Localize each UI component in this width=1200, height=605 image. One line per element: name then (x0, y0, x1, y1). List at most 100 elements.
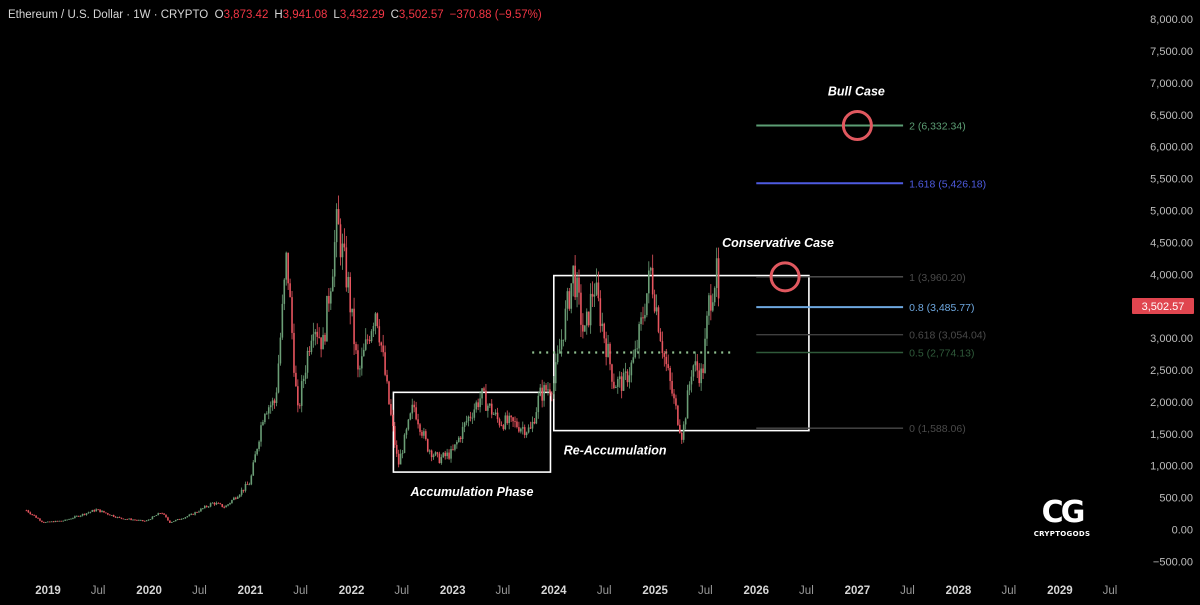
candle-body (134, 519, 136, 521)
candle-body (178, 519, 181, 520)
candle-body (498, 419, 501, 426)
candle-body (353, 308, 355, 345)
x-tick-label: 2026 (743, 585, 769, 597)
annotation-label: Bull Case (828, 85, 885, 99)
candle-body (198, 511, 200, 513)
candle-body (434, 452, 437, 456)
candle-body (229, 502, 231, 505)
candle-body (320, 337, 322, 350)
candle-body (512, 417, 514, 422)
candle-body (277, 363, 280, 393)
candle-body (231, 500, 233, 503)
candle-body (425, 431, 427, 440)
chart-header: Ethereum / U.S. Dollar · 1W · CRYPTO O3,… (8, 9, 548, 21)
candle-body (79, 515, 82, 517)
candle-body (118, 517, 121, 518)
candle-body (432, 455, 435, 458)
candle-body (29, 512, 32, 515)
candle-body (591, 293, 594, 297)
candle-body (636, 348, 638, 350)
candle-body (330, 291, 332, 304)
candle-body (578, 277, 580, 293)
x-tick-label: 2024 (541, 585, 567, 597)
candle-body (487, 405, 489, 411)
candle-body (454, 444, 456, 450)
y-tick-label: 5,500.00 (1150, 174, 1193, 186)
y-tick-label: 500.00 (1159, 493, 1193, 505)
candle-body (622, 372, 625, 391)
high-label: H (274, 9, 283, 21)
x-tick-label: Jul (597, 585, 612, 597)
candle-body (147, 519, 150, 521)
candle-body (574, 265, 576, 298)
candle-body (246, 483, 249, 485)
candle-body (43, 521, 45, 523)
candle-body (667, 364, 669, 368)
candle-body (421, 431, 423, 436)
candle-body (182, 518, 185, 520)
candle-body (326, 295, 328, 342)
candle-body (436, 452, 439, 454)
fib-label: 1.618 (5,426.18) (909, 178, 986, 190)
candle-body (473, 409, 476, 418)
candle-body (349, 276, 352, 313)
x-tick-label: Jul (1002, 585, 1017, 597)
candle-body (213, 502, 216, 505)
candle-body (366, 339, 369, 341)
y-tick-label: 1,000.00 (1150, 461, 1193, 473)
candle-body (556, 353, 559, 363)
candle-body (219, 503, 222, 505)
candle-body (132, 519, 134, 521)
candle-body (384, 352, 386, 375)
candle-body (599, 298, 602, 327)
candle-body (244, 483, 247, 491)
candle-body (682, 424, 685, 440)
candle-body (252, 462, 255, 476)
candle-body (370, 331, 373, 342)
candle-body (283, 279, 286, 304)
candle-body (85, 513, 88, 515)
y-tick-label: 4,000.00 (1150, 269, 1193, 281)
candle-body (357, 350, 359, 370)
close-value: 3,502.57 (398, 9, 444, 21)
candle-body (547, 389, 549, 391)
candle-body (520, 428, 522, 432)
x-tick-label: Jul (900, 585, 915, 597)
candle-body (634, 349, 637, 358)
candle-body (95, 509, 97, 512)
candle-body (580, 292, 582, 325)
fib-label: 0.8 (3,485.77) (909, 302, 974, 314)
fib-label: 1 (3,960.20) (909, 272, 966, 284)
candle-body (558, 349, 561, 354)
candle-body (337, 209, 340, 225)
candle-body (492, 414, 495, 415)
candle-body (417, 419, 419, 425)
candle-body (611, 364, 613, 382)
candle-body (188, 514, 191, 517)
candle-body (477, 402, 479, 408)
candle-body (107, 513, 109, 515)
candle-body (44, 522, 47, 523)
candle-body (225, 505, 227, 508)
candle-body (630, 362, 633, 376)
candle-body (582, 324, 584, 332)
candle-body (200, 508, 202, 512)
candle-body (54, 520, 57, 523)
candle-body (405, 429, 408, 435)
candle-body (411, 404, 414, 414)
candle-body (551, 393, 553, 395)
candle-body (483, 388, 485, 391)
candle-body (587, 311, 590, 326)
candle-body (543, 385, 545, 401)
y-tick-label: 8,000.00 (1150, 14, 1193, 26)
candle-body (110, 515, 113, 516)
close-label: C (390, 9, 399, 21)
x-tick-label: 2029 (1047, 585, 1073, 597)
candle-body (607, 343, 609, 357)
candle-body (640, 317, 642, 325)
candle-body (362, 349, 365, 357)
candle-body (378, 326, 381, 343)
y-tick-label: 5,000.00 (1150, 206, 1193, 218)
candle-body (620, 376, 623, 391)
